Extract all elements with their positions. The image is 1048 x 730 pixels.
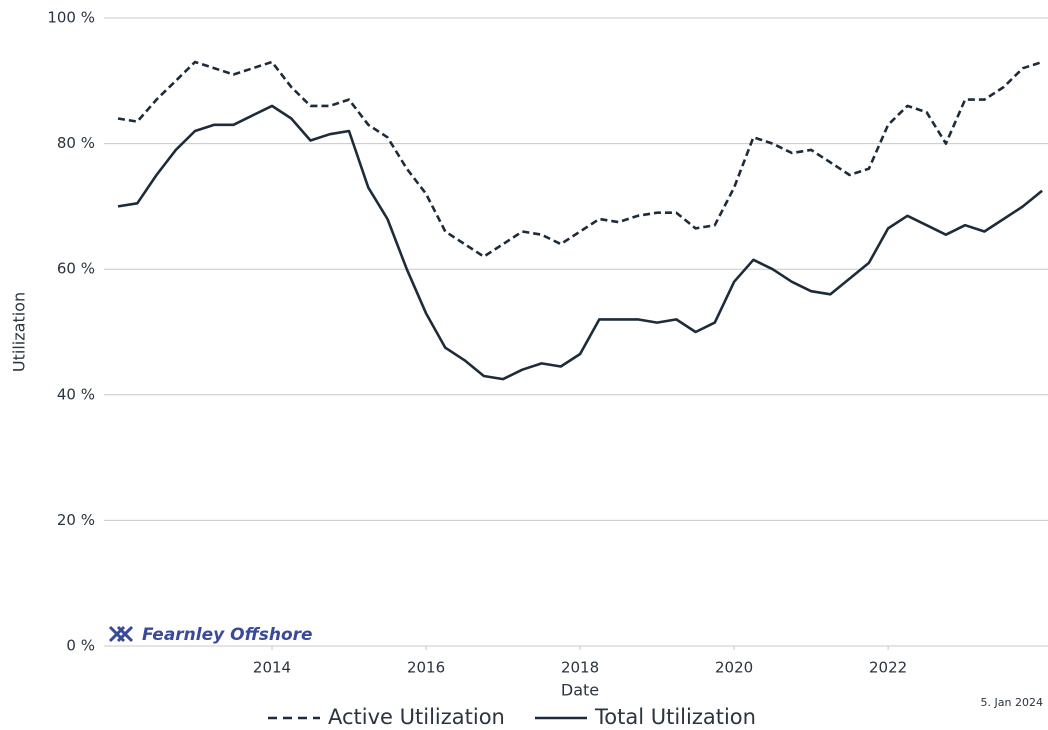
line-series	[117, 60, 1043, 258]
x-axis-label: Date	[561, 681, 599, 700]
y-tick-label: 80 %	[57, 134, 95, 152]
legend-label: Active Utilization	[328, 705, 505, 729]
line-series	[117, 104, 1043, 381]
x-tick-label: 2018	[561, 659, 599, 677]
logo-icon	[108, 625, 134, 643]
y-tick-label: 60 %	[57, 260, 95, 278]
x-tick-label: 2014	[253, 659, 291, 677]
annotation: 5. Jan 2024	[981, 696, 1043, 709]
logo-text: Fearnley Offshore	[142, 625, 313, 645]
x-tick-label: 2022	[869, 659, 907, 677]
y-tick-label: 40 %	[57, 385, 95, 403]
y-tick-label: 100 %	[47, 9, 95, 27]
x-tick-label: 2020	[715, 659, 753, 677]
y-tick-label: 20 %	[57, 511, 95, 529]
x-tick-label: 2016	[407, 659, 445, 677]
legend-label: Total Utilization	[594, 705, 756, 729]
y-axis-label: Utilization	[10, 292, 29, 372]
y-tick-label: 0 %	[66, 637, 95, 655]
